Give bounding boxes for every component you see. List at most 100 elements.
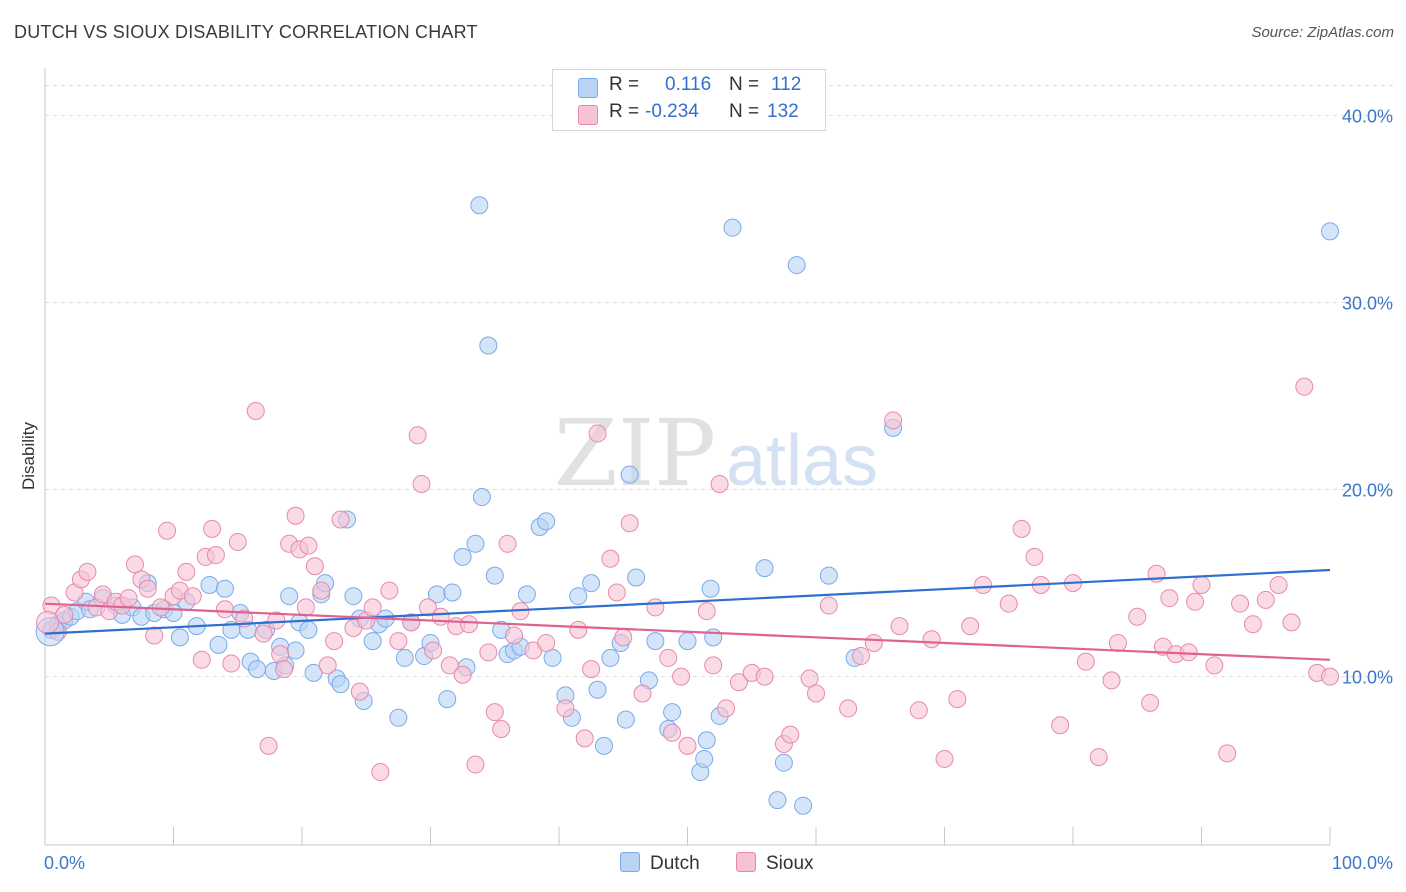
sioux-point (371, 763, 390, 782)
n-label: N = (729, 101, 760, 122)
dutch-point (594, 736, 613, 755)
sioux-point (1076, 652, 1095, 671)
sioux-point (424, 641, 443, 660)
sioux-point (492, 720, 511, 739)
dutch-point (438, 690, 457, 709)
legend-row-sioux: R = -0.234 N = 132 (553, 101, 825, 127)
dutch-point (697, 731, 716, 750)
legend-row-dutch: R = 0.116 N = 112 (553, 74, 825, 100)
sioux-point (839, 699, 858, 718)
dutch-point (588, 680, 607, 699)
sioux-point (119, 589, 138, 608)
sioux-point (453, 665, 472, 684)
y-tick-label: 30.0% (1342, 293, 1393, 313)
dutch-point (215, 579, 234, 598)
sioux-point (1205, 656, 1224, 675)
dutch-point (470, 196, 489, 215)
dutch-point (443, 583, 462, 602)
dutch-point (646, 632, 665, 651)
x-tick-label-min: 0.0% (44, 853, 85, 873)
sioux-point (485, 703, 504, 722)
sioux-point (271, 645, 290, 664)
dutch-point (1321, 222, 1339, 241)
sioux-point (569, 620, 588, 639)
sioux-swatch (736, 852, 756, 872)
stats-legend: R = 0.116 N = 112 R = -0.234 N = 132 (552, 69, 826, 131)
dutch-point (170, 628, 189, 647)
dutch-point (200, 575, 219, 594)
sioux-point (556, 699, 575, 718)
dutch-point (363, 632, 382, 651)
sioux-point (537, 633, 556, 652)
dutch-point (344, 587, 363, 606)
sioux-point (781, 725, 800, 744)
axes (44, 68, 1331, 846)
dutch-point (479, 336, 498, 355)
dutch-point (453, 547, 472, 566)
sioux-point (1141, 693, 1160, 712)
sioux-point (961, 617, 980, 636)
dutch-point (331, 675, 350, 694)
dutch-point (537, 512, 556, 531)
sioux-point (275, 660, 294, 679)
sioux-point (614, 628, 633, 647)
sioux-point (412, 474, 431, 493)
dutch-point (543, 648, 562, 667)
sioux-point (851, 647, 870, 666)
sioux-point (890, 617, 909, 636)
source-label: Source: ZipAtlas.com (1251, 24, 1394, 41)
sioux-point (1256, 590, 1275, 609)
sioux-point (710, 474, 729, 493)
dutch-point (248, 660, 267, 679)
legend-label-sioux: Sioux (766, 853, 814, 874)
sioux-point (331, 510, 350, 529)
sioux-point (145, 626, 164, 645)
sioux-point (974, 575, 993, 594)
legend-label-dutch: Dutch (650, 853, 700, 874)
dutch-point (299, 620, 318, 639)
dutch-point (723, 218, 742, 237)
dutch-trend-line (44, 568, 1331, 635)
dutch-point (280, 587, 299, 606)
sioux-point (717, 699, 736, 718)
sioux-point (909, 701, 928, 720)
legend-item-sioux: Sioux (736, 852, 814, 875)
dutch-point (755, 559, 774, 578)
sioux-point (206, 546, 225, 565)
sioux-point (864, 633, 883, 652)
sioux-point (1160, 589, 1179, 608)
dutch-point (286, 641, 305, 660)
sioux-point (663, 723, 682, 742)
dutch-point (517, 585, 536, 604)
dutch-point (794, 796, 813, 815)
sioux-point (755, 667, 774, 686)
sioux-point (800, 669, 819, 688)
sioux-point (1192, 575, 1211, 594)
sioux-point (125, 555, 144, 574)
sioux-point (1051, 716, 1070, 735)
sioux-point (1321, 667, 1339, 686)
sioux-point (158, 521, 177, 540)
sioux-trend-line (44, 602, 1331, 661)
sioux-point (466, 755, 485, 774)
sioux-point (672, 667, 691, 686)
dutch-point (304, 663, 323, 682)
sioux-point (704, 656, 723, 675)
sioux-point (922, 630, 941, 649)
sioux-point (498, 534, 517, 553)
dutch-point (389, 708, 408, 727)
sioux-point (299, 536, 318, 555)
sioux-point (363, 598, 382, 617)
r-value: -0.234 (645, 101, 699, 122)
n-value: 112 (771, 74, 802, 95)
sioux-point (431, 607, 450, 626)
sioux-point (1269, 575, 1288, 594)
dutch-point (627, 568, 646, 587)
sioux-point (36, 610, 60, 634)
r-label: R = (609, 74, 640, 95)
sioux-point (729, 673, 748, 692)
sioux-point (582, 660, 601, 679)
sioux-point (1128, 607, 1147, 626)
sioux-point (1102, 671, 1121, 690)
dutch-point (601, 648, 620, 667)
